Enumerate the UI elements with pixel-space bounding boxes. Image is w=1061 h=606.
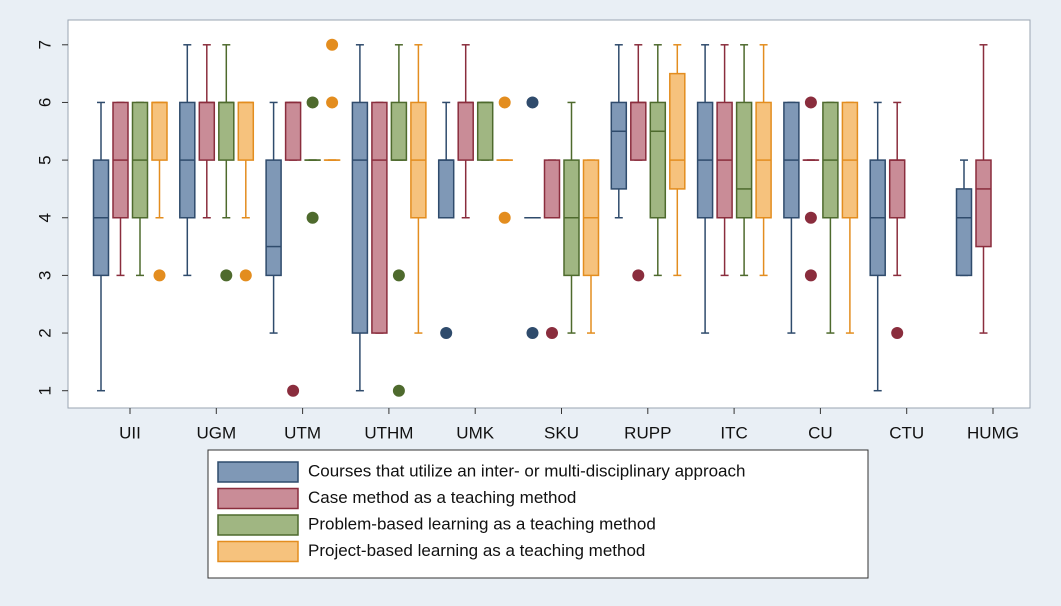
legend-swatch: [217, 487, 299, 510]
outlier: [326, 96, 339, 109]
box: [649, 101, 667, 219]
legend-label: Problem-based learning as a teaching met…: [308, 514, 656, 533]
x-tick-label: CU: [808, 423, 833, 442]
x-tick-label: UTHM: [364, 423, 413, 442]
outlier: [153, 269, 166, 282]
outlier: [440, 327, 453, 340]
box: [975, 159, 992, 248]
box: [735, 101, 753, 219]
outlier: [498, 211, 511, 224]
x-tick-label: UTM: [284, 423, 321, 442]
outlier: [287, 384, 300, 397]
x-tick-label: UII: [119, 423, 141, 442]
legend-label: Case method as a teaching method: [308, 488, 576, 507]
x-tick-label: SKU: [544, 423, 579, 442]
box: [218, 101, 235, 161]
x-tick-label: CTU: [889, 423, 924, 442]
legend-label: Project-based learning as a teaching met…: [308, 541, 645, 560]
legend-swatch: [217, 461, 299, 483]
outlier: [804, 211, 817, 224]
y-tick-label: 7: [35, 40, 54, 49]
y-tick-label: 2: [35, 328, 54, 337]
y-tick-label: 6: [35, 98, 54, 107]
x-tick-label: UMK: [456, 423, 494, 442]
outlier: [239, 269, 252, 282]
box: [669, 72, 686, 190]
legend-swatch: [217, 540, 299, 563]
outlier: [498, 96, 511, 109]
outlier: [804, 269, 817, 282]
box: [284, 101, 302, 161]
legend-swatch: [217, 514, 299, 536]
outlier: [632, 269, 645, 282]
outlier: [392, 269, 405, 282]
box: [151, 101, 168, 161]
box: [543, 159, 561, 219]
box: [265, 159, 282, 277]
outlier: [306, 211, 319, 224]
outlier: [392, 384, 405, 397]
y-tick-label: 1: [35, 386, 54, 395]
outlier: [804, 96, 817, 109]
outlier: [306, 96, 319, 109]
x-tick-label: RUPP: [624, 423, 671, 442]
legend-label: Courses that utilize an inter- or multi-…: [308, 461, 745, 480]
x-tick-label: UGM: [196, 423, 236, 442]
box: [630, 101, 647, 161]
outlier: [526, 96, 539, 109]
box: [437, 159, 455, 219]
box: [476, 101, 494, 161]
y-tick-label: 4: [35, 213, 54, 222]
box: [237, 101, 255, 161]
y-tick-label: 5: [35, 155, 54, 164]
outlier: [326, 38, 339, 51]
x-tick-label: HUMG: [967, 423, 1019, 442]
box: [457, 101, 474, 161]
box: [198, 101, 216, 161]
box: [610, 101, 628, 190]
x-tick-label: ITC: [720, 423, 747, 442]
box: [390, 101, 408, 161]
outlier: [526, 327, 539, 340]
outlier: [546, 327, 558, 340]
y-tick-label: 3: [35, 271, 54, 280]
box: [888, 159, 906, 219]
box: [955, 188, 973, 277]
legend: [207, 449, 869, 579]
box: [351, 101, 369, 334]
box: [371, 101, 388, 334]
outlier: [220, 269, 233, 282]
outlier: [891, 327, 904, 340]
